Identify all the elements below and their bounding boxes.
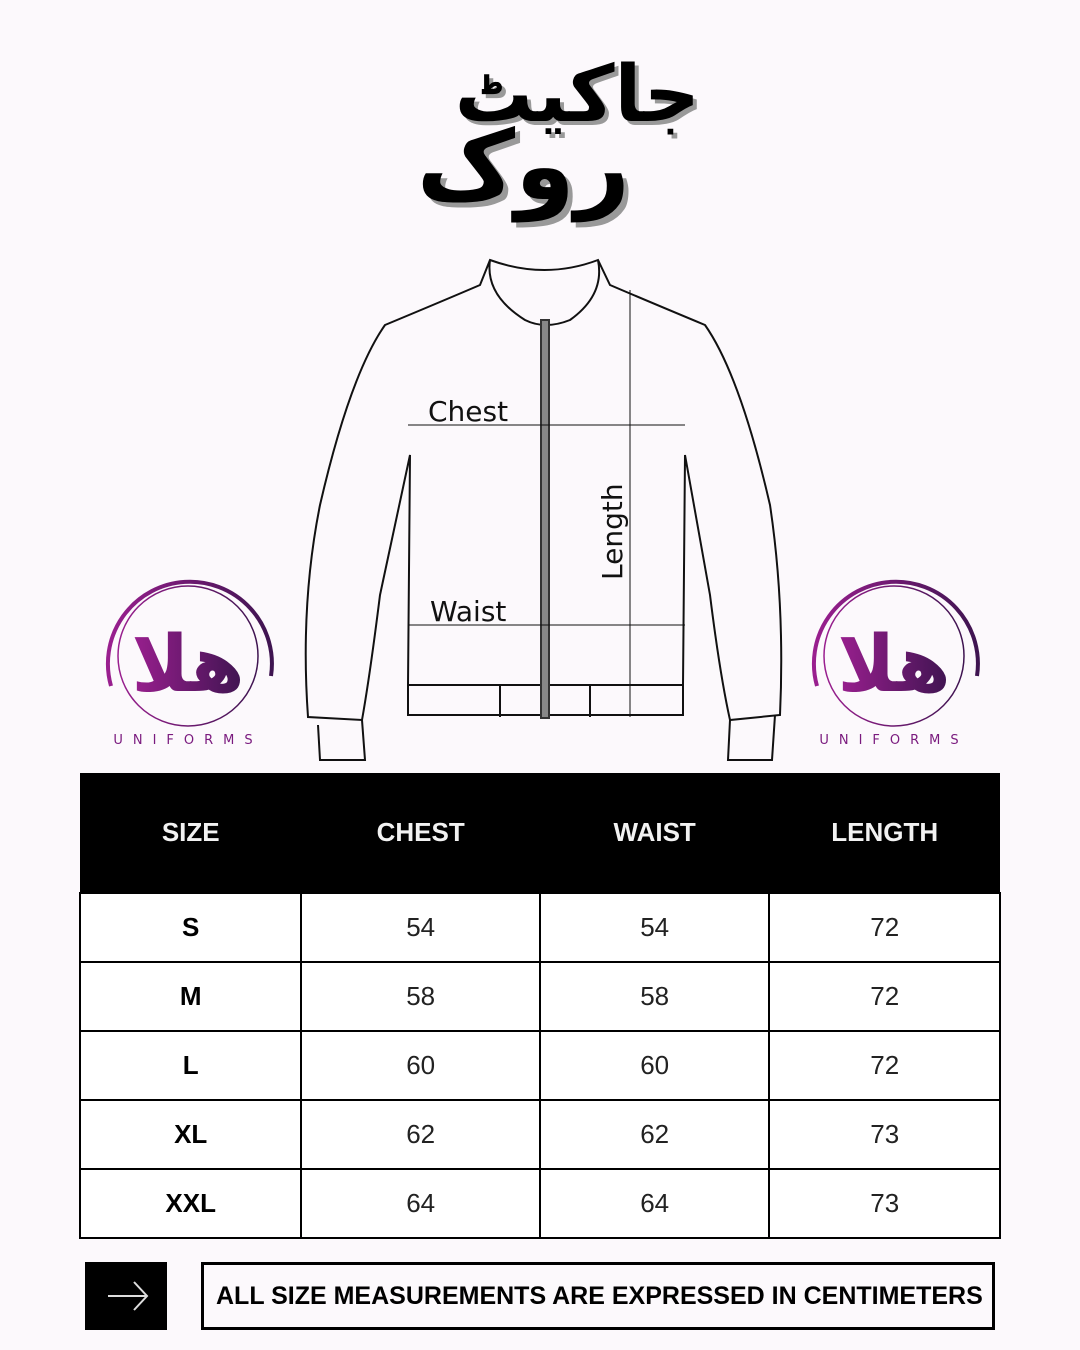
table-row: M 58 58 72 (78, 961, 1001, 1032)
arrow-box (85, 1262, 167, 1330)
cell-chest: 54 (300, 892, 541, 963)
units-note: ALL SIZE MEASUREMENTS ARE EXPRESSED IN C… (201, 1262, 995, 1330)
title-line-2: روک (416, 110, 630, 222)
logo-mark: ھلا (837, 620, 950, 710)
table-row: L 60 60 72 (78, 1030, 1001, 1101)
size-chart-table: SIZE CHEST WAIST LENGTH S 54 54 72 M 58 58 72 L 6… (78, 773, 1001, 1239)
cell-waist: 54 (538, 892, 771, 963)
cell-size: S (78, 892, 303, 963)
brand-logo-left: ھلا UNIFORMS (105, 579, 274, 748)
cell-size: XXL (78, 1168, 303, 1239)
cell-chest: 58 (300, 961, 541, 1032)
table-header: SIZE CHEST WAIST LENGTH (80, 773, 1000, 893)
cell-waist: 60 (538, 1030, 771, 1101)
zipper (540, 319, 550, 719)
title-line-1: جاکیٹ (454, 50, 700, 140)
cell-length: 72 (768, 892, 1001, 963)
brand-logo-right: ھلا UNIFORMS (811, 579, 980, 748)
logo-inner-circle (823, 585, 965, 727)
jacket-outline (304, 258, 783, 722)
cell-chest: 62 (300, 1099, 541, 1170)
cell-length: 72 (768, 1030, 1001, 1101)
table-body: S 54 54 72 M 58 58 72 L 60 60 72 XL 62 62 73 XXL 64 64 73 (78, 892, 1001, 1239)
cell-size: M (78, 961, 303, 1032)
header-chest: CHEST (301, 773, 540, 893)
header-length: LENGTH (769, 773, 1000, 893)
jacket-diagram: Chest Waist Length (304, 258, 783, 761)
cuffs (317, 714, 776, 761)
logo-text: UNIFORMS (819, 733, 968, 748)
table-row: S 54 54 72 (78, 892, 1001, 963)
cell-waist: 62 (538, 1099, 771, 1170)
logo-ring (811, 579, 980, 687)
cell-length: 72 (768, 961, 1001, 1032)
cell-length: 73 (768, 1099, 1001, 1170)
logo-mark: ھلا (131, 620, 244, 710)
length-label: Length (596, 483, 629, 580)
cell-chest: 60 (300, 1030, 541, 1101)
cell-chest: 64 (300, 1168, 541, 1239)
cell-waist: 64 (538, 1168, 771, 1239)
cell-size: L (78, 1030, 303, 1101)
logo-ring (105, 579, 274, 687)
logo-inner-circle (117, 585, 259, 727)
header-size: SIZE (80, 773, 302, 893)
logo-text: UNIFORMS (113, 733, 262, 748)
cell-length: 73 (768, 1168, 1001, 1239)
arrow-right-icon (108, 1281, 149, 1311)
page-title: جاکیٹ روک (417, 30, 720, 222)
header-waist: WAIST (539, 773, 770, 893)
cell-size: XL (78, 1099, 303, 1170)
table-row: XL 62 62 73 (78, 1099, 1001, 1170)
chest-label: Chest (428, 395, 508, 428)
waist-label: Waist (430, 595, 506, 628)
table-row: XXL 64 64 73 (78, 1168, 1001, 1239)
cell-waist: 58 (538, 961, 771, 1032)
